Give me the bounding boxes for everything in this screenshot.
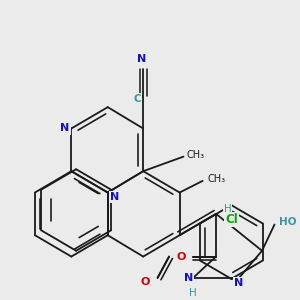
- Text: O: O: [140, 277, 150, 287]
- Text: N: N: [137, 55, 146, 64]
- Text: N: N: [234, 278, 244, 288]
- Text: H: H: [224, 204, 232, 214]
- Text: O: O: [177, 252, 186, 262]
- Text: H: H: [189, 288, 197, 298]
- Text: HO: HO: [279, 217, 297, 226]
- Text: C: C: [134, 94, 141, 104]
- Text: N: N: [110, 192, 119, 203]
- Text: CH₃: CH₃: [207, 174, 226, 184]
- Text: N: N: [60, 124, 69, 134]
- Text: N: N: [184, 273, 193, 283]
- Text: Cl: Cl: [225, 213, 238, 226]
- Text: CH₃: CH₃: [186, 150, 205, 160]
